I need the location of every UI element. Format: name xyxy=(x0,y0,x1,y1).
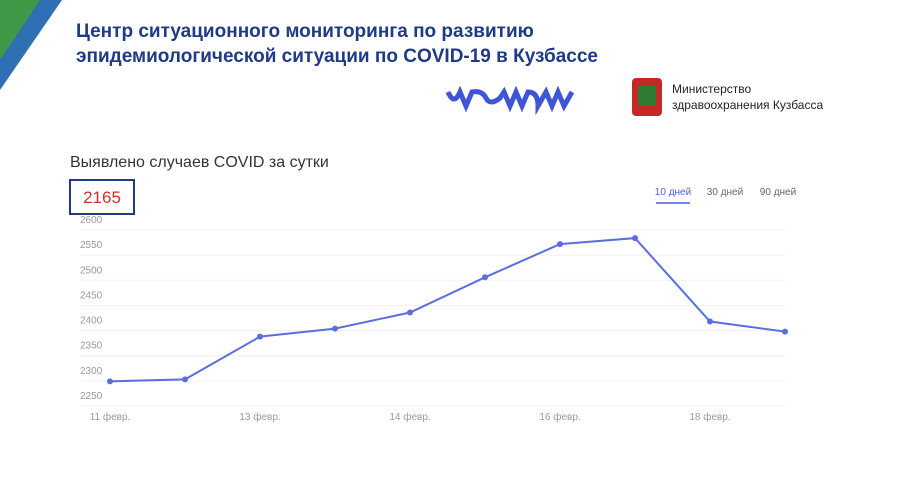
slide-title: эпидемиологической ситуации по COVID-19 … xyxy=(76,46,598,67)
y-tick-label: 2500 xyxy=(80,265,103,276)
ministry: Министерство xyxy=(672,82,751,96)
y-tick-label: 2250 xyxy=(80,391,103,402)
tab[interactable]: 90 дней xyxy=(760,187,796,198)
point xyxy=(257,333,263,340)
y-tick-label: 2350 xyxy=(80,341,103,352)
point xyxy=(782,328,788,335)
series-line xyxy=(109,237,786,383)
highlight-box xyxy=(69,179,135,215)
x-tick-label: 13 февр. xyxy=(239,411,280,423)
y-tick-label: 2400 xyxy=(80,316,103,327)
point xyxy=(332,325,338,332)
logo xyxy=(445,85,575,116)
y-tick-label: 2300 xyxy=(80,366,103,377)
x-tick-label: 18 февр. xyxy=(689,411,730,423)
chart-title: Выявлено случаев COVID за сутки xyxy=(70,154,329,171)
point xyxy=(182,376,188,383)
corner-deco xyxy=(0,0,40,60)
tab[interactable]: 10 дней xyxy=(655,187,691,198)
slide-title: Центр ситуационного мониторинга по разви… xyxy=(76,21,534,42)
highlight-value: 2165 xyxy=(83,188,121,207)
y-tick-label: 2550 xyxy=(80,240,103,251)
y-tick-label: 2450 xyxy=(80,290,103,301)
x-tick-label: 16 февр. xyxy=(539,411,580,423)
tab[interactable]: 30 дней xyxy=(707,187,743,198)
point xyxy=(482,274,488,281)
emblem xyxy=(638,86,656,106)
point xyxy=(407,309,413,316)
x-tick-label: 14 февр. xyxy=(389,411,430,423)
point xyxy=(632,235,638,242)
point xyxy=(107,378,113,385)
y-tick-label: 2600 xyxy=(80,215,103,226)
point xyxy=(557,241,563,248)
ministry: здравоохранения Кузбасса xyxy=(672,98,823,112)
x-tick-label: 11 февр. xyxy=(90,411,131,423)
point xyxy=(707,318,713,325)
